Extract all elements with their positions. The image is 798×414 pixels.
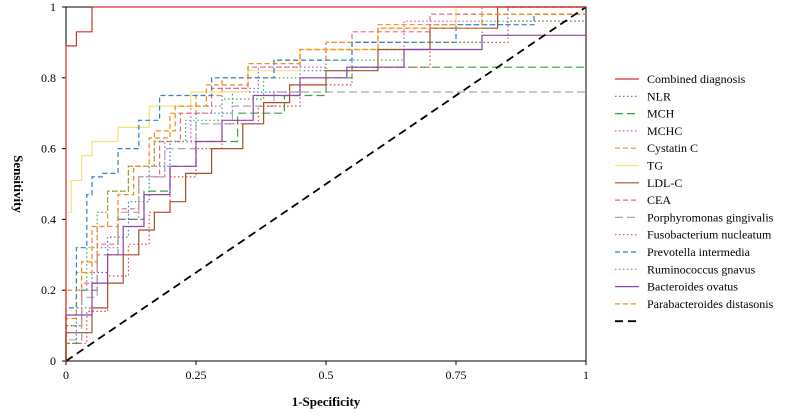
series-line-tg [65,6,586,361]
series-line-ruminococcus-gnavus [65,20,586,361]
x-tick-label: 0.5 [319,368,334,382]
legend-label: LDL-C [647,176,682,190]
series-line-combined-diagnosis [65,6,586,361]
y-tick-label: 1 [50,0,56,14]
legend-label: Bacteroides ovatus [647,280,738,294]
series-line-porphyromonas-gingivalis [65,91,586,361]
series-line-cystatin-c [65,13,586,361]
legend-label: Cystatin C [647,141,698,155]
y-tick-label: 0 [50,354,56,368]
x-tick-label: 1 [583,368,589,382]
y-axis-title: Sensitivity [11,155,26,213]
axes: 0 0.25 0.5 0.75 1 0 0.2 0.4 0.6 0.8 1 [41,0,589,382]
series-line-parabacteroides-distasonis [65,13,586,361]
legend-label: MCH [647,107,675,121]
legend-label: NLR [647,89,671,103]
legend-label: Porphyromonas gingivalis [647,210,774,224]
legend-label: Combined diagnosis [647,72,746,86]
y-tick-label: 0.2 [41,283,56,297]
series-line-ldl-c [65,6,586,361]
legend-label: CEA [647,193,671,207]
legend-label: Ruminococcus gnavus [647,262,756,276]
x-tick-label: 0.75 [446,368,467,382]
legend-label: Fusobacterium nucleatum [647,228,772,242]
x-axis-title: 1-Specificity [292,394,361,409]
legend-label: Prevotella intermedia [647,245,751,259]
series-line-bacteroides-ovatus [65,34,586,361]
legend-label: MCHC [647,124,682,138]
y-tick-label: 0.8 [41,71,56,85]
y-tick-label: 0.6 [41,142,56,156]
x-tick-label: 0 [63,368,69,382]
legend: Combined diagnosis NLR MCH MCHC Cystatin C TG… [615,72,774,323]
series-layer [65,6,587,362]
legend-label: Parabacteroides distasonis [647,297,774,311]
legend-label: TG [647,159,663,173]
x-tick-label: 0.25 [186,368,207,382]
series-line-prevotella-intermedia [65,13,586,361]
y-tick-label: 0.4 [41,212,56,226]
series-line-reference-diagonal [65,6,587,362]
